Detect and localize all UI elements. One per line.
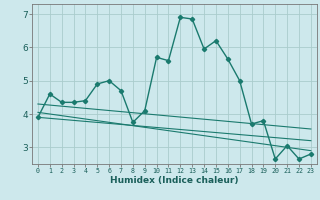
X-axis label: Humidex (Indice chaleur): Humidex (Indice chaleur)	[110, 176, 239, 185]
